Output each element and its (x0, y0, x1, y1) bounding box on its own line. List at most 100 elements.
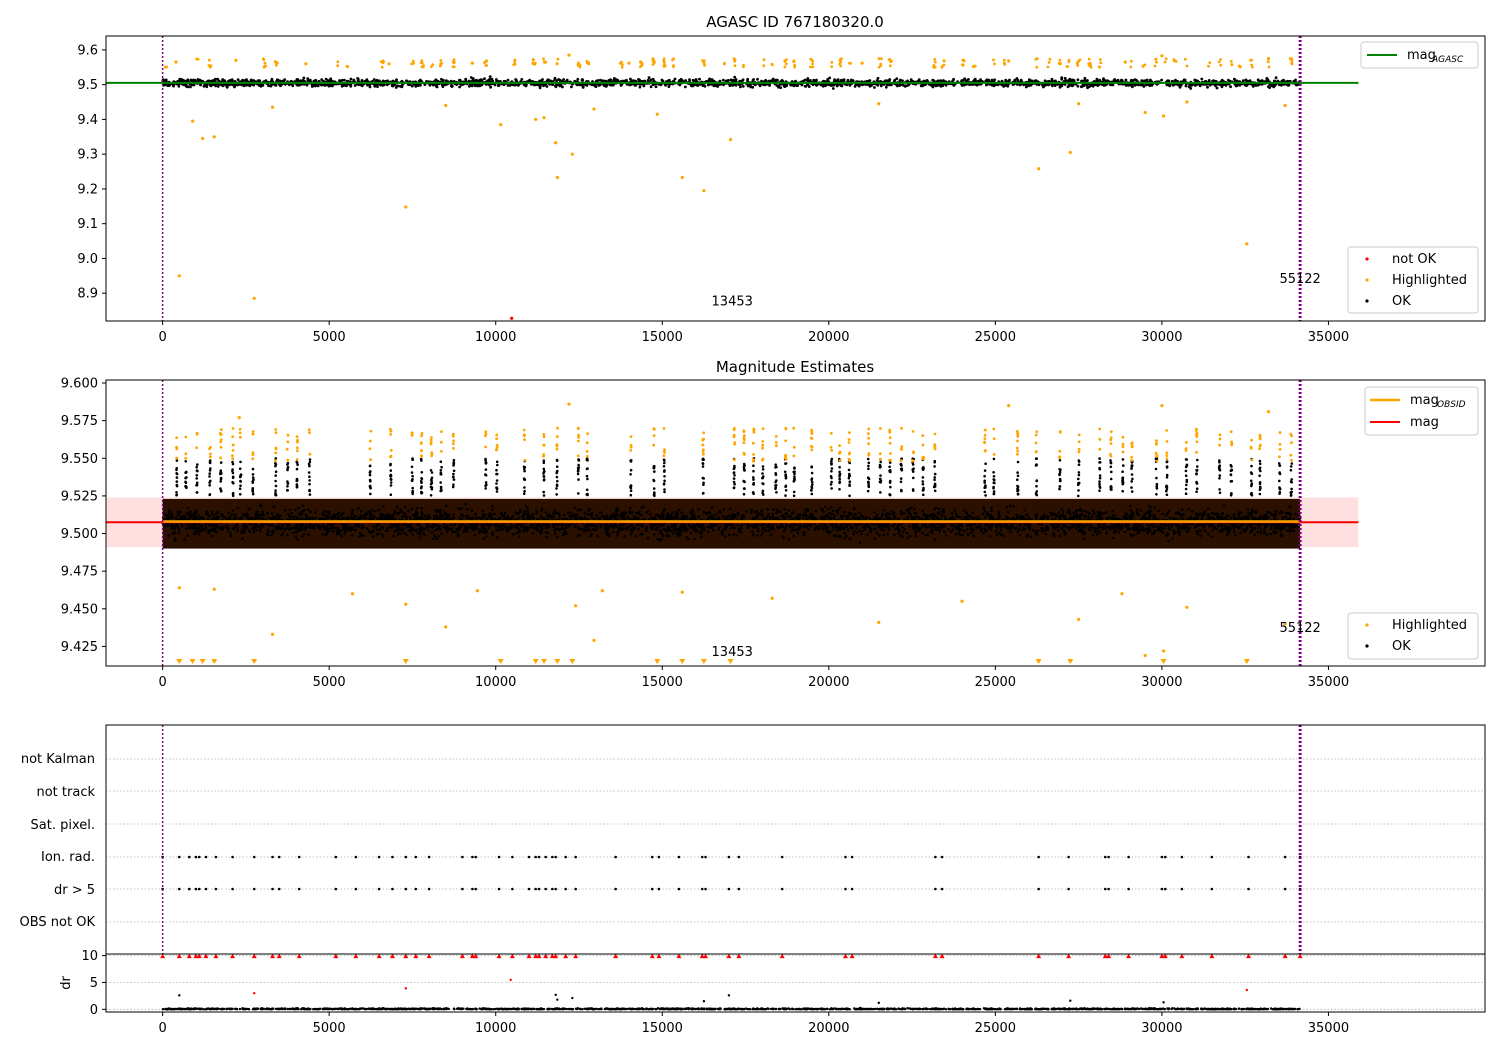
ok-point (357, 506, 360, 510)
highlighted-point (212, 135, 216, 139)
ok-point (371, 525, 375, 528)
ok-point (298, 512, 301, 515)
highlighted-point (570, 152, 574, 156)
ok-point (861, 529, 864, 533)
ok-point (1079, 85, 1083, 89)
highlighted-point (620, 60, 623, 64)
ok-point (1177, 527, 1180, 530)
legend-ok-label: OK (1392, 294, 1411, 309)
ok-point (351, 508, 355, 512)
ok-point (476, 84, 479, 88)
ok-point (323, 84, 327, 87)
ok-point (1266, 510, 1269, 514)
ok-point (962, 509, 966, 512)
ok-point (763, 83, 766, 87)
ok-point (450, 84, 454, 88)
ok-point (1005, 83, 1008, 87)
highlighted-point (587, 62, 591, 66)
highlighted-point (1153, 64, 1157, 68)
ok-point (1227, 78, 1230, 82)
ok-point (302, 508, 306, 512)
highlighted-point (1164, 57, 1168, 61)
ok-point (403, 505, 407, 509)
ok-point (985, 78, 988, 82)
ok-point (640, 524, 644, 527)
ok-point (673, 77, 677, 81)
ok-point (457, 78, 461, 82)
ok-point (1028, 78, 1031, 82)
ok-point (488, 75, 492, 78)
ok-point (1220, 85, 1224, 89)
highlighted-point (962, 59, 966, 63)
ok-point (410, 507, 414, 511)
ok-point (408, 516, 412, 520)
ok-point (1002, 525, 1005, 528)
ok-point (651, 77, 655, 81)
ok-point (733, 75, 737, 79)
ok-point (236, 78, 240, 81)
ok-point (832, 528, 835, 531)
ok-point (294, 508, 297, 512)
highlighted-point (1037, 167, 1041, 171)
y-tick-label: 9.5 (77, 78, 98, 93)
ok-point (873, 86, 876, 89)
highlighted-point (1035, 65, 1039, 69)
ok-point (708, 77, 711, 81)
highlighted-point (382, 60, 385, 64)
ok-point (987, 78, 991, 82)
highlighted-point (1077, 102, 1081, 106)
legend-mag-agasc-subscript: AGASC (1431, 55, 1464, 65)
ok-point (524, 504, 528, 508)
ok-point (896, 517, 900, 521)
ok-point (558, 84, 562, 88)
ok-point (1208, 83, 1212, 87)
ok-point (741, 84, 745, 88)
ok-point (274, 84, 278, 87)
ok-point (255, 528, 259, 532)
highlighted-point (1046, 65, 1050, 69)
ok-point (790, 529, 794, 533)
ok-point (185, 512, 188, 515)
ok-point (936, 84, 939, 87)
highlighted-point (542, 57, 545, 61)
highlighted-point (380, 65, 384, 69)
ok-point (746, 526, 750, 529)
highlighted-point (513, 62, 517, 66)
ok-point (318, 528, 322, 531)
ok-point (756, 77, 759, 81)
highlighted-point (811, 65, 815, 69)
highlighted-point (639, 60, 642, 63)
highlighted-point (554, 141, 558, 145)
highlighted-point (993, 62, 996, 66)
highlighted-point (534, 117, 538, 122)
legend-highlighted-marker (1365, 278, 1369, 282)
ok-point (1088, 85, 1091, 88)
ok-point (1203, 525, 1206, 528)
highlighted-point (1267, 65, 1271, 69)
x-tick-label: 25000 (975, 330, 1016, 345)
highlighted-point (655, 112, 659, 116)
ok-point (576, 535, 580, 538)
highlighted-point (1155, 60, 1158, 64)
ok-point (746, 77, 750, 81)
ok-point (1012, 505, 1015, 509)
ok-point (301, 79, 305, 82)
ok-point (966, 533, 970, 537)
ok-point (236, 506, 240, 510)
ok-point (1131, 85, 1134, 89)
ok-point (840, 84, 844, 88)
ok-point (652, 533, 656, 536)
highlighted-point (639, 65, 642, 69)
highlighted-point (651, 57, 655, 60)
y-tick-label: 9.6 (77, 43, 98, 58)
ok-point (183, 538, 186, 541)
highlighted-point (1290, 57, 1294, 61)
ok-point (378, 528, 382, 532)
ok-point (814, 509, 818, 513)
ok-point (349, 77, 353, 81)
ok-point (520, 78, 524, 81)
highlighted-point (961, 63, 964, 67)
ok-point (1096, 533, 1099, 536)
ok-point (1063, 76, 1067, 80)
